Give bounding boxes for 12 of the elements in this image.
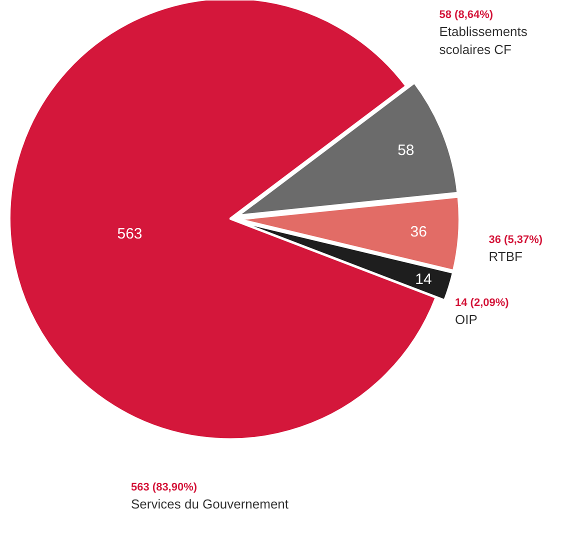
data-label: 563 [117, 225, 142, 242]
text: 563 (83,90%) [131, 481, 198, 494]
slice-label: Etablissements scolaires CF [439, 24, 528, 58]
slice-label: OIP [455, 312, 478, 328]
slice-label: RTBF [488, 249, 523, 264]
text: 14 (2,09%) [455, 296, 510, 309]
data-label: 14 [415, 271, 432, 288]
data-label: 58 [398, 142, 414, 160]
text: 58 (8,64%) [439, 8, 494, 21]
slice-label: Services du Gouvernement [131, 496, 289, 512]
data-label: 36 [410, 224, 427, 241]
text: 36 (5,37%) [488, 234, 543, 246]
